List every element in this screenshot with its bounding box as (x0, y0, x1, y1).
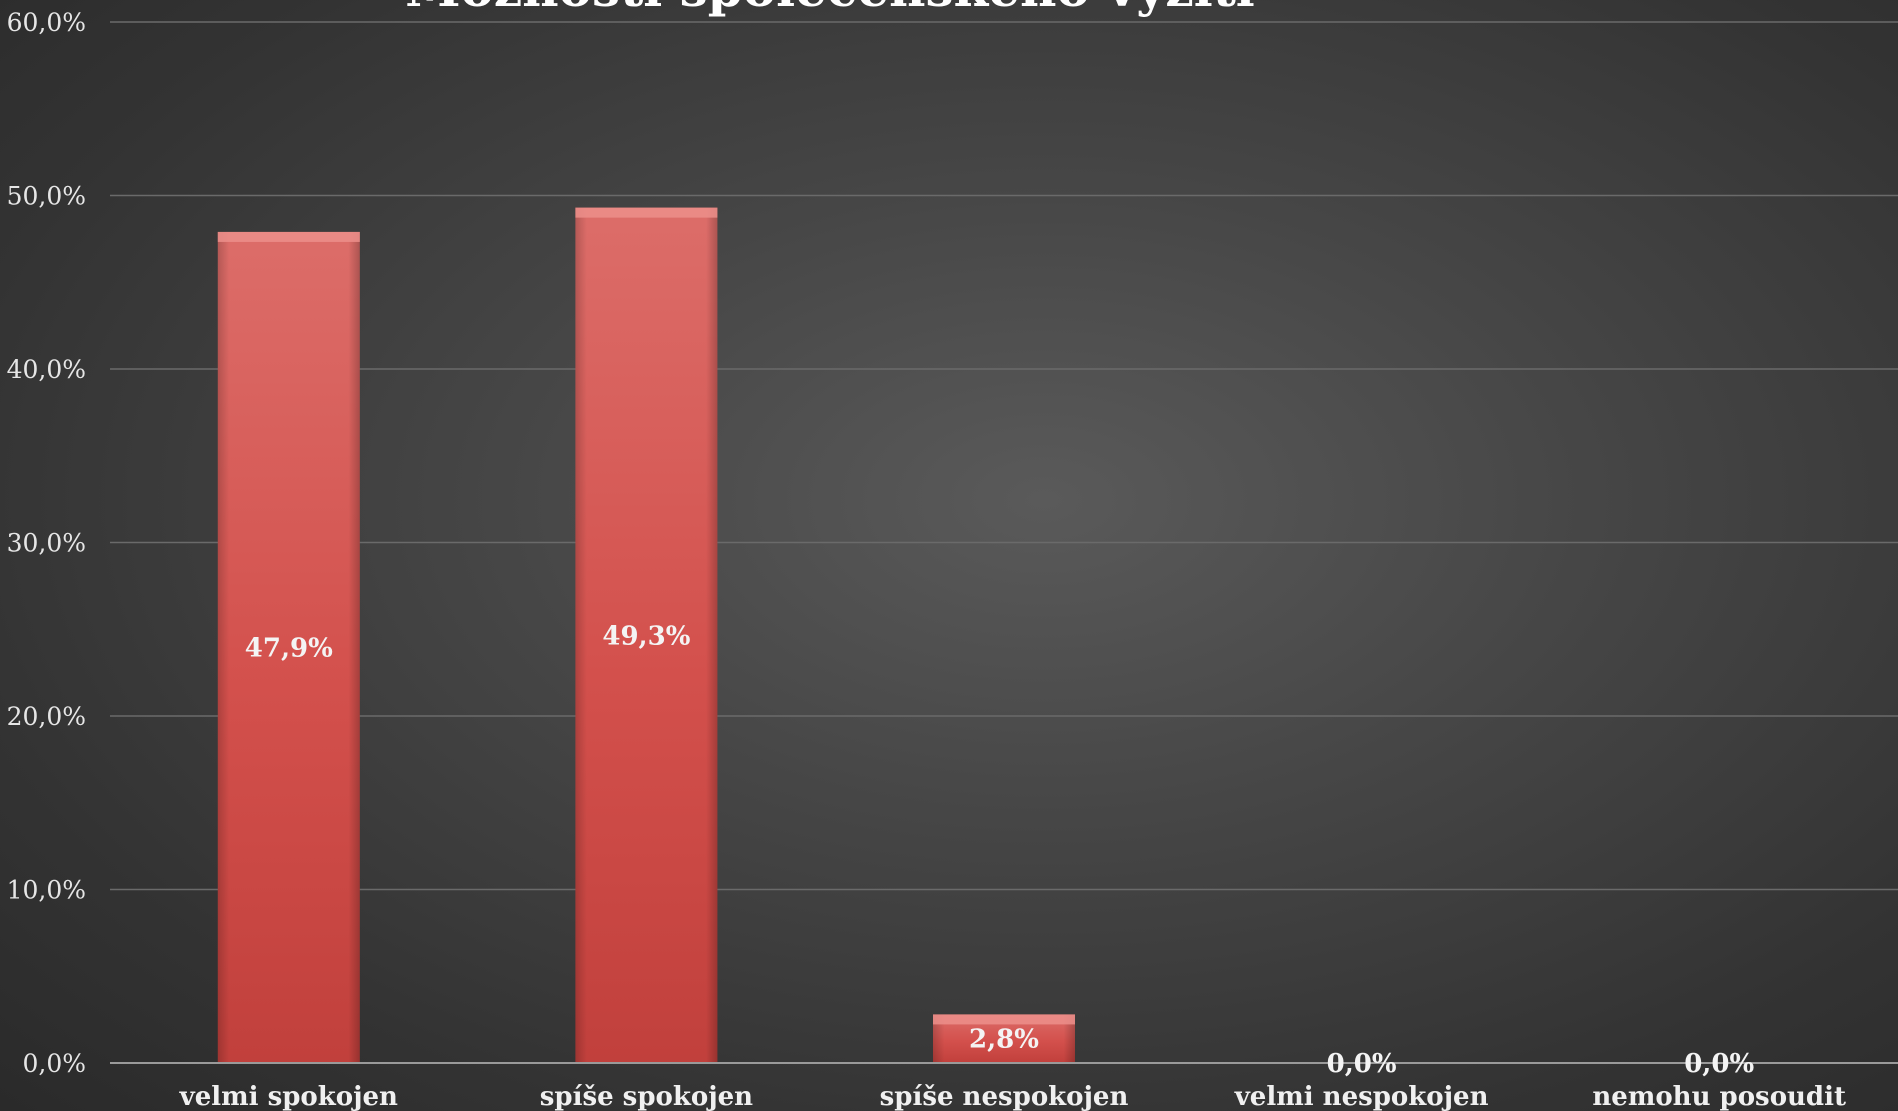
x-category-label: nemohu posoudit (1592, 1082, 1846, 1111)
x-category-label: velmi spokojen (179, 1082, 398, 1111)
x-category-label: velmi nespokojen (1234, 1082, 1489, 1111)
data-label: 0,0% (1327, 1049, 1397, 1079)
data-label: 2,8% (969, 1025, 1039, 1055)
bar-shade (575, 207, 718, 1063)
y-tick-label: 40,0% (7, 355, 86, 384)
y-tick-label: 60,0% (7, 8, 86, 37)
bar-2 (933, 1014, 1075, 1063)
x-axis-labels: velmi spokojen spíše spokojen spíše nespok… (179, 1082, 1846, 1111)
y-tick-label: 0,0% (22, 1049, 86, 1078)
data-labels: 47,9% 49,3% 2,8% 0,0% 0,0% (245, 621, 1755, 1079)
bars (217, 207, 1075, 1063)
bar-1 (575, 207, 718, 1063)
bar-0 (217, 231, 360, 1063)
bar-bevel (575, 207, 718, 218)
y-tick-label: 30,0% (7, 529, 86, 558)
x-category-label: spíše nespokojen (880, 1082, 1129, 1111)
y-tick-label: 10,0% (7, 876, 86, 905)
gridlines (110, 21, 1898, 891)
y-axis-ticks: 0,0% 10,0% 20,0% 30,0% 40,0% 50,0% 60,0% (7, 8, 86, 1078)
bar-bevel (217, 231, 360, 242)
y-tick-label: 20,0% (7, 702, 86, 731)
data-label: 47,9% (245, 633, 333, 663)
data-label: 0,0% (1684, 1049, 1754, 1079)
chart-title: Možnosti společenského vyžití (405, 0, 1255, 18)
bar-shade (217, 231, 360, 1063)
x-category-label: spíše spokojen (540, 1082, 753, 1111)
data-label: 49,3% (602, 621, 690, 651)
bar-bevel (933, 1014, 1075, 1025)
y-tick-label: 50,0% (7, 182, 86, 211)
